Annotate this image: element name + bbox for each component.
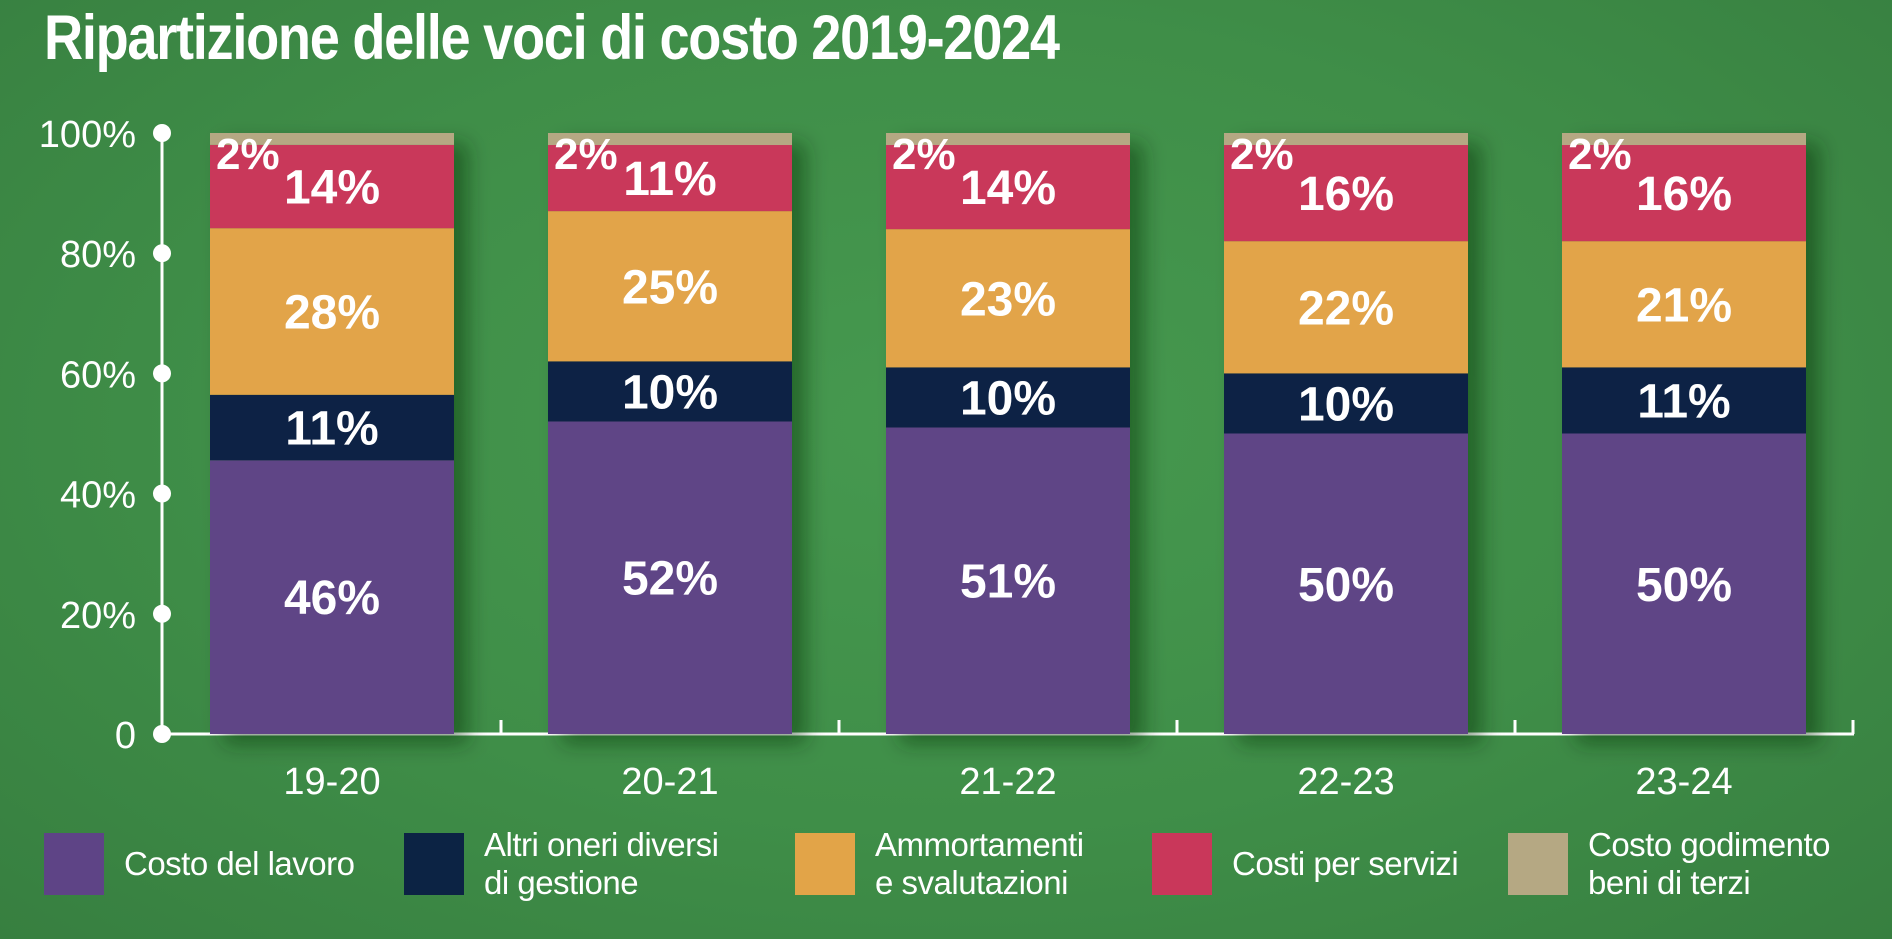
bars [210, 133, 1806, 734]
bar-segment [210, 228, 454, 395]
y-tick-dot [153, 604, 171, 623]
x-tick-label: 23-24 [1635, 761, 1732, 803]
data-label: 25% [622, 261, 718, 314]
data-label: 11% [623, 153, 716, 206]
data-label: 14% [960, 162, 1056, 215]
y-tick-label: 100% [39, 114, 136, 156]
data-label: 23% [960, 273, 1056, 326]
y-tick-dot [153, 244, 171, 263]
y-tick-dot [153, 484, 171, 503]
legend-label: Altri oneri diversi di gestione [484, 826, 719, 901]
value-labels: 46%11%28%14%2%52%10%25%11%2%51%10%23%14%… [216, 130, 1732, 625]
y-tick-dot [153, 124, 171, 142]
x-tick-label: 20-21 [621, 761, 718, 803]
bar-stack [210, 133, 454, 734]
y-tick-dot [153, 364, 171, 383]
y-tick-dot [153, 725, 171, 743]
legend-label: Costo del lavoro [124, 845, 355, 882]
bar-segment [210, 133, 454, 145]
bar-segment [1562, 241, 1806, 368]
legend-item-costo-godimento: Costo godimento beni di terzi [1508, 826, 1830, 901]
legend-swatch [1152, 833, 1212, 895]
y-tick-label: 80% [60, 234, 136, 276]
legend-swatch [795, 833, 855, 895]
bar-segment [210, 394, 454, 461]
data-label: 52% [622, 553, 718, 606]
data-label: 16% [1636, 168, 1732, 221]
data-label: 14% [284, 162, 380, 215]
x-tick-label: 19-20 [283, 761, 380, 803]
data-label: 50% [1298, 559, 1394, 612]
legend-swatch [1508, 833, 1568, 895]
bar-segment [548, 211, 792, 362]
bar-segment [548, 145, 792, 212]
data-label: 51% [960, 556, 1056, 609]
bar-segment [1224, 373, 1468, 434]
legend-label: Ammortamenti e svalutazioni [875, 826, 1084, 901]
data-label: 2% [1568, 130, 1632, 179]
x-tick-label: 21-22 [959, 761, 1056, 803]
legend-label: Costi per servizi [1232, 845, 1459, 882]
data-label: 21% [1636, 279, 1732, 332]
bar-segment [1562, 367, 1806, 434]
legend-swatch [44, 833, 104, 895]
bar-segment [1224, 145, 1468, 242]
x-tick-label: 22-23 [1297, 761, 1394, 803]
data-label: 28% [284, 287, 380, 340]
data-label: 16% [1298, 168, 1394, 221]
bar-stack [1224, 133, 1468, 734]
data-label: 46% [284, 572, 380, 625]
data-label: 10% [622, 366, 718, 419]
legend-item-ammortamenti: Ammortamenti e svalutazioni [795, 826, 1084, 901]
bar-segment [548, 133, 792, 146]
data-label: 2% [1230, 130, 1294, 179]
bar-segment [886, 229, 1130, 368]
data-label: 50% [1636, 559, 1732, 612]
data-label: 11% [1637, 375, 1730, 428]
y-tick-label: 60% [60, 354, 136, 396]
bar-segment [1562, 133, 1806, 146]
bar-stack [886, 133, 1130, 734]
y-tick-label: 40% [60, 475, 136, 517]
data-label: 11% [285, 403, 378, 456]
data-label: 2% [554, 130, 618, 179]
bar-segment [210, 144, 454, 229]
legend-item-costo-del-lavoro: Costo del lavoro [44, 828, 355, 900]
bar-segment [1224, 133, 1468, 146]
data-label: 10% [960, 372, 1056, 425]
bar-segment [548, 421, 792, 734]
legend-item-altri-oneri: Altri oneri diversi di gestione [404, 826, 719, 901]
bar-segment [548, 361, 792, 422]
chart-title: Ripartizione delle voci di costo 2019-20… [44, 3, 1060, 73]
data-label: 10% [1298, 378, 1394, 431]
data-label: 22% [1298, 282, 1394, 335]
bar-stack [1562, 133, 1806, 734]
y-tick-label: 0 [115, 715, 136, 757]
data-label: 2% [216, 130, 280, 179]
bar-segment [886, 367, 1130, 428]
bar-segment [1562, 145, 1806, 242]
legend-label: Costo godimento beni di terzi [1588, 826, 1830, 901]
bar-segment [1562, 433, 1806, 734]
legend-swatch [404, 833, 464, 895]
bar-segment [886, 133, 1130, 146]
bar-stack [548, 133, 792, 734]
data-label: 2% [892, 130, 956, 179]
bar-segment [1224, 241, 1468, 374]
bar-segment [1224, 433, 1468, 734]
bar-segment [886, 427, 1130, 734]
bar-segment [210, 460, 454, 734]
y-tick-label: 20% [60, 595, 136, 637]
bar-segment [886, 145, 1130, 230]
legend-item-costi-per-servizi: Costi per servizi [1152, 828, 1459, 900]
